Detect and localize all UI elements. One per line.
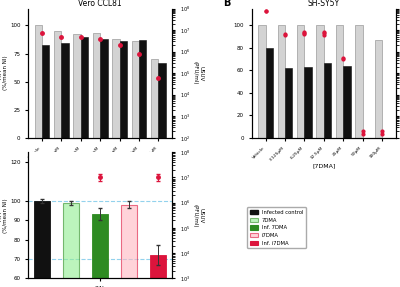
Y-axis label: MTT
(%/mean NI): MTT (%/mean NI) — [0, 56, 8, 90]
Text: B: B — [223, 0, 230, 8]
Bar — [336, 26, 343, 138]
Bar — [120, 41, 127, 138]
X-axis label: [7DMA]: [7DMA] — [88, 163, 112, 168]
Bar — [34, 201, 50, 287]
Bar — [100, 39, 108, 138]
Bar — [112, 39, 120, 138]
Title: Vero CCL81: Vero CCL81 — [78, 0, 122, 8]
Bar — [297, 26, 304, 138]
Bar — [258, 26, 266, 138]
Y-axis label: MTT
(%/mean NI): MTT (%/mean NI) — [0, 198, 8, 232]
Bar — [278, 26, 285, 138]
Bar — [61, 43, 69, 138]
Bar — [132, 41, 139, 138]
Bar — [34, 26, 42, 138]
Legend: Infected control, 7DMA, Inf. 7DMA, i7DMA, Inf. i7DMA: Infected control, 7DMA, Inf. 7DMA, i7DMA… — [247, 208, 306, 248]
Bar — [316, 26, 324, 138]
X-axis label: [7DMA]: [7DMA] — [312, 163, 336, 168]
Title: SH-SY5Y: SH-SY5Y — [308, 0, 340, 8]
Bar — [304, 67, 312, 138]
Bar — [139, 40, 146, 138]
Bar — [285, 68, 292, 138]
Bar — [92, 214, 108, 287]
Bar — [42, 44, 49, 138]
Bar — [355, 26, 363, 138]
Bar — [266, 48, 273, 138]
Bar — [151, 59, 158, 138]
Bar — [324, 63, 331, 138]
Bar — [158, 63, 166, 138]
Y-axis label: USUV
(PFU/ml): USUV (PFU/ml) — [193, 203, 204, 227]
Bar — [375, 40, 382, 138]
Bar — [63, 203, 79, 287]
Bar — [150, 255, 166, 287]
Y-axis label: USUV
(PFU/ml): USUV (PFU/ml) — [193, 61, 204, 85]
Bar — [54, 31, 61, 138]
Bar — [343, 66, 351, 138]
Bar — [73, 34, 81, 138]
Bar — [93, 33, 100, 138]
Bar — [121, 205, 137, 287]
Bar — [81, 37, 88, 138]
